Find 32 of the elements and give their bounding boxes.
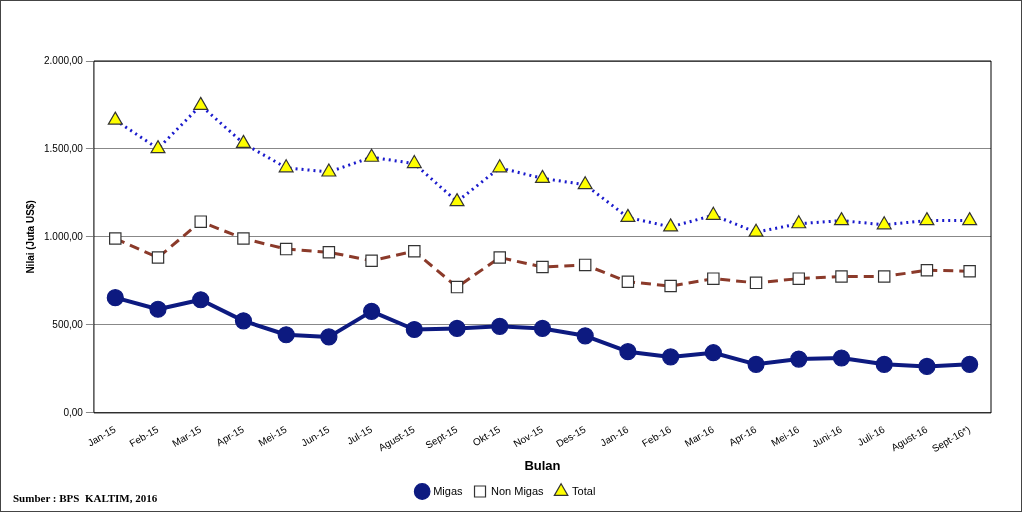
point <box>619 343 637 361</box>
point <box>491 317 509 335</box>
legend-label: Non Migas <box>491 484 545 497</box>
point <box>405 320 423 339</box>
legend-label: Migas <box>433 484 464 497</box>
point <box>704 344 722 362</box>
point <box>961 355 979 373</box>
point <box>192 291 210 309</box>
point <box>790 350 808 368</box>
y-tick-label: 1.000,00 <box>43 230 84 242</box>
point <box>875 355 893 373</box>
point <box>662 348 680 366</box>
point <box>918 357 936 376</box>
point <box>362 302 381 320</box>
y-tick-label: 2.000,00 <box>43 54 84 66</box>
legend-label: Total <box>572 484 596 497</box>
point <box>747 355 765 373</box>
point <box>277 326 295 344</box>
point <box>149 300 167 318</box>
point <box>533 319 552 338</box>
y-tick-label: 0,00 <box>63 406 84 418</box>
point <box>234 312 253 330</box>
point <box>320 328 338 346</box>
point <box>576 327 594 345</box>
point <box>106 289 124 307</box>
y-axis-title: Nilai (Juta US$) <box>24 200 36 274</box>
point <box>832 349 851 367</box>
x-axis-title: Bulan <box>524 457 561 473</box>
text: Sumber : BPS KALTIM, 2016 <box>13 492 158 505</box>
y-tick-label: 500,00 <box>52 318 84 330</box>
point <box>448 319 466 338</box>
y-tick-label: 1.500,00 <box>43 142 84 154</box>
